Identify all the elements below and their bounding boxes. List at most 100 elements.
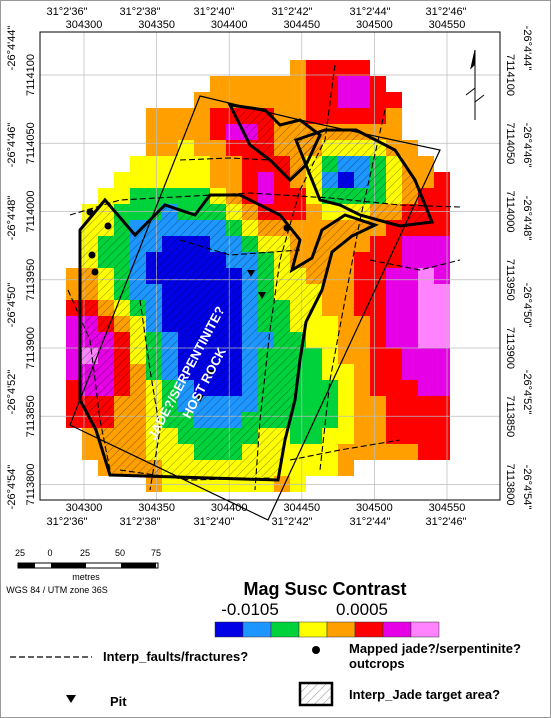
overlays [67, 64, 461, 521]
grid-cell [386, 332, 402, 348]
grid-cell [322, 108, 338, 124]
grid-cell [322, 284, 338, 300]
grid-cell [402, 380, 418, 396]
outcrop-symbol [312, 646, 320, 654]
grid-cell [386, 284, 402, 300]
grid-cell [418, 236, 434, 252]
faults [67, 64, 461, 491]
target-label: Interp_Jade target area? [349, 687, 500, 702]
grid-cell [370, 300, 386, 316]
northing-label: 7113850 [25, 395, 37, 437]
pit-label: Pit [110, 694, 127, 709]
grid-cell [306, 460, 322, 476]
latitude-label: -26°4'54" [6, 465, 18, 510]
grid-cell [354, 428, 370, 444]
grid-cell [370, 92, 386, 108]
grid-cell [274, 188, 290, 204]
color-swatch [354, 621, 384, 638]
grid-cell [226, 124, 242, 140]
longitude-label: 31°2'40" [194, 516, 235, 528]
grid-cell [418, 364, 434, 380]
grid-cell [354, 252, 370, 268]
grid-cell [354, 108, 370, 124]
grid-cell [386, 92, 402, 108]
grid-cell [386, 444, 402, 460]
coordinate-labels: 304300 304300 304350 304350 304400 304400 3044… [6, 6, 533, 528]
northing-label: 7114100 [25, 54, 37, 96]
grid-cell [290, 92, 306, 108]
latitude-label: -26°4'44" [521, 26, 533, 71]
northing-label: 7113850 [504, 395, 516, 437]
grid-cell [418, 396, 434, 412]
legend-title: Mag Susc Contrast [243, 579, 406, 599]
grid-cell [210, 156, 226, 172]
color-swatch [214, 621, 244, 638]
grid-cell [178, 140, 194, 156]
grid-cell [354, 316, 370, 332]
northing-label: 7114050 [25, 122, 37, 164]
grid-cell [130, 204, 146, 220]
legend-min: -0.0105 [221, 600, 279, 619]
grid-cell [434, 412, 450, 428]
easting-label: 304350 [138, 502, 175, 514]
legend-max: 0.0005 [336, 600, 388, 619]
grid-cell [370, 332, 386, 348]
grid-cell [322, 460, 338, 476]
grid-cell [82, 428, 98, 444]
grid-cell [434, 348, 450, 364]
grid-cell [322, 364, 338, 380]
northing-label: 7113900 [504, 327, 516, 369]
grid-cell [434, 204, 450, 220]
grid-cell [66, 380, 82, 396]
grid-cell [306, 396, 322, 412]
map-frame [39, 31, 501, 501]
easting-label: 304500 [356, 502, 393, 514]
grid-cell [354, 380, 370, 396]
grid-cell [434, 236, 450, 252]
grid-cell [402, 364, 418, 380]
pit [258, 292, 266, 299]
grid-cell [338, 60, 354, 76]
longitude-label: 31°2'40" [194, 6, 235, 18]
longitude-label: 31°2'42" [272, 6, 313, 18]
latitude-label: -26°4'50" [6, 283, 18, 328]
grid-cell [306, 92, 322, 108]
easting-label: 304400 [211, 19, 248, 31]
grid-cell [130, 156, 146, 172]
scale-tick-label: 50 [115, 548, 125, 558]
grid-cell [194, 156, 210, 172]
grid-cell [194, 140, 210, 156]
grid-cell [354, 412, 370, 428]
scale-bar: metres WGS 84 / UTM zone 36S 25 0 25 50 75 [6, 548, 161, 595]
grid-cell [418, 332, 434, 348]
grid-cell [258, 76, 274, 92]
grid-cell [290, 204, 306, 220]
grid-cell [242, 172, 258, 188]
grid-cell [418, 284, 434, 300]
grid-cell [354, 348, 370, 364]
grid-cell [146, 476, 162, 492]
grid-cell [322, 204, 338, 220]
grid-cell [402, 428, 418, 444]
northing-label: 7113900 [25, 327, 37, 369]
fault-label: Interp_faults/fractures? [103, 649, 248, 664]
northing-label: 7113950 [25, 259, 37, 301]
grid-cell [210, 124, 226, 140]
grid-cell [146, 108, 162, 124]
grid-cell [306, 348, 322, 364]
grid-cell [162, 140, 178, 156]
grid-cell [66, 348, 82, 364]
grid-cell [418, 268, 434, 284]
crs-label: WGS 84 / UTM zone 36S [6, 585, 108, 595]
grid-cell [386, 268, 402, 284]
grid-cell [290, 60, 306, 76]
grid-cell [146, 140, 162, 156]
grid-cell [322, 332, 338, 348]
grid-cell [338, 380, 354, 396]
grid-cell [130, 172, 146, 188]
grid-cell [322, 60, 338, 76]
fault [67, 289, 111, 471]
grid-cell [354, 236, 370, 252]
grid-cell [434, 268, 450, 284]
grid-cell [354, 396, 370, 412]
